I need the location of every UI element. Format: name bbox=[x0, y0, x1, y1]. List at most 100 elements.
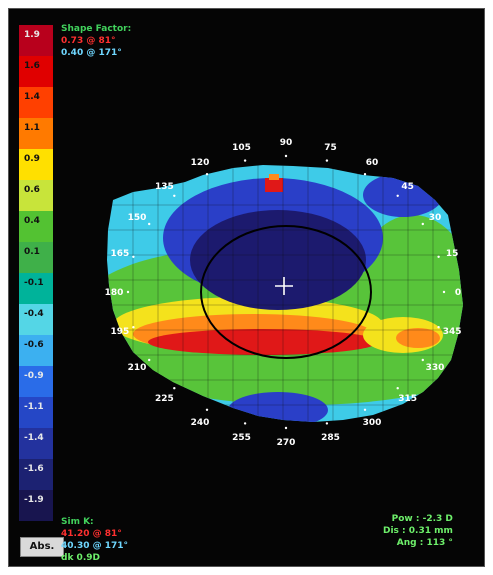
sim-k-line-3: dk 0.9D bbox=[61, 553, 100, 563]
sim-k-info: Sim K: 41.20 @ 81° 40.30 @ 171° dk 0.9D bbox=[61, 516, 128, 564]
scale-step: -1.4 bbox=[19, 428, 53, 459]
scale-step: 0.1 bbox=[19, 242, 53, 273]
angle-tick bbox=[396, 387, 399, 390]
angle-label: 180 bbox=[105, 288, 124, 298]
measurement-info: Pow : -2.3 D Dis : 0.31 mm Ang : 113 ° bbox=[383, 513, 453, 549]
angle-tick bbox=[243, 159, 247, 162]
scale-step: 0.9 bbox=[19, 149, 53, 180]
angle-label: 135 bbox=[155, 182, 174, 192]
scale-step-label: -0.6 bbox=[24, 340, 44, 350]
angle-tick bbox=[421, 222, 424, 226]
ang-readout: Ang : 113 ° bbox=[396, 538, 453, 548]
angle-tick bbox=[442, 290, 446, 294]
scale-step: -0.1 bbox=[19, 273, 53, 304]
angle-tick bbox=[284, 426, 288, 430]
angle-label: 0 bbox=[455, 288, 461, 298]
dis-readout: Dis : 0.31 mm bbox=[383, 526, 453, 536]
scale-step: 1.6 bbox=[19, 56, 53, 87]
scale-step: 0.6 bbox=[19, 180, 53, 211]
scale-step-label: 1.4 bbox=[24, 92, 40, 102]
angle-label: 300 bbox=[363, 418, 382, 428]
topography-color-fill bbox=[107, 165, 463, 422]
angle-tick bbox=[363, 173, 367, 176]
angle-label: 150 bbox=[128, 213, 147, 223]
sim-k-title: Sim K: bbox=[61, 517, 94, 527]
angle-tick bbox=[205, 408, 209, 411]
angle-tick bbox=[396, 194, 399, 197]
scale-step: -0.9 bbox=[19, 366, 53, 397]
scale-step: 0.4 bbox=[19, 211, 53, 242]
angle-label: 105 bbox=[232, 143, 251, 153]
abs-scale-button[interactable]: Abs. bbox=[20, 537, 64, 557]
map-orange-top-spot bbox=[269, 174, 279, 180]
shape-factor-title: Shape Factor: bbox=[61, 24, 132, 34]
map-blue-bottom bbox=[228, 392, 328, 422]
angle-label: 225 bbox=[155, 394, 174, 404]
pupil-circle bbox=[200, 225, 372, 359]
angle-tick bbox=[132, 326, 135, 329]
angle-tick bbox=[325, 422, 329, 425]
angle-label: 90 bbox=[280, 138, 293, 148]
shape-factor-info: Shape Factor: 0.73 @ 81° 0.40 @ 171° bbox=[61, 23, 131, 59]
scale-step-label: 0.1 bbox=[24, 247, 40, 257]
angle-tick bbox=[363, 408, 367, 411]
angle-tick bbox=[437, 255, 440, 258]
angle-tick bbox=[437, 326, 440, 329]
angle-tick bbox=[126, 290, 130, 294]
angle-label: 345 bbox=[443, 327, 462, 337]
angle-label: 315 bbox=[398, 394, 417, 404]
pow-readout: Pow : -2.3 D bbox=[391, 514, 453, 524]
topography-panel: 1.9 1.6 1.4 1.1 0.9 0.6 0.4 0.1 -0.1 -0.4 -0.6 -0.9… bbox=[8, 8, 485, 567]
map-deep-blue-zone bbox=[190, 210, 366, 310]
angle-label: 45 bbox=[401, 182, 414, 192]
angle-tick bbox=[148, 358, 151, 362]
scale-step-label: -0.9 bbox=[24, 371, 44, 381]
angle-label: 75 bbox=[324, 143, 337, 153]
scale-step-label: -1.9 bbox=[24, 495, 44, 505]
center-cross-icon bbox=[275, 277, 293, 295]
angle-tick bbox=[205, 173, 209, 176]
angle-tick bbox=[148, 222, 151, 226]
angle-label: 30 bbox=[429, 213, 442, 223]
scale-step-label: 0.9 bbox=[24, 154, 40, 164]
scale-step-label: 0.4 bbox=[24, 216, 40, 226]
angle-tick bbox=[284, 154, 288, 158]
angle-tick bbox=[243, 422, 247, 425]
angle-label: 15 bbox=[446, 249, 459, 259]
angle-tick bbox=[173, 387, 176, 390]
sim-k-line-1: 41.20 @ 81° bbox=[61, 529, 122, 539]
scale-step-label: 0.6 bbox=[24, 185, 40, 195]
scale-step: 1.1 bbox=[19, 118, 53, 149]
angle-label: 195 bbox=[111, 327, 130, 337]
scale-step: -0.4 bbox=[19, 304, 53, 335]
scale-step-label: -0.1 bbox=[24, 278, 44, 288]
angle-label: 165 bbox=[111, 249, 130, 259]
angle-label: 330 bbox=[426, 363, 445, 373]
scale-step-label: -1.1 bbox=[24, 402, 44, 412]
angle-tick bbox=[325, 159, 329, 162]
scale-step-label: 1.6 bbox=[24, 61, 40, 71]
angle-tick bbox=[173, 194, 176, 197]
sim-k-line-2: 40.30 @ 171° bbox=[61, 541, 129, 551]
scale-step: 1.9 bbox=[19, 25, 53, 56]
scale-step-label: -0.4 bbox=[24, 309, 44, 319]
map-red-top-spot bbox=[265, 178, 283, 192]
angle-label: 120 bbox=[191, 158, 210, 168]
shape-factor-line-1: 0.73 @ 81° bbox=[61, 36, 116, 46]
angle-label: 270 bbox=[277, 438, 296, 448]
map-red-band bbox=[148, 329, 378, 355]
scale-step: -1.1 bbox=[19, 397, 53, 428]
shape-factor-line-2: 0.40 @ 171° bbox=[61, 48, 122, 58]
scale-step: -0.6 bbox=[19, 335, 53, 366]
scale-step-label: 1.9 bbox=[24, 30, 40, 40]
map-orange-right-patch bbox=[396, 328, 440, 348]
scale-step: 1.4 bbox=[19, 87, 53, 118]
scale-step-label: 1.1 bbox=[24, 123, 40, 133]
angle-label: 60 bbox=[366, 158, 379, 168]
angle-tick bbox=[132, 255, 135, 258]
scale-step: -1.6 bbox=[19, 459, 53, 490]
scale-step-label: -1.4 bbox=[24, 433, 44, 443]
angle-labels: 105 90 75 120 60 135 45 150 30 165 15 180 0 195 345 210… bbox=[105, 138, 462, 448]
corneal-topography-map[interactable]: 105 90 75 120 60 135 45 150 30 165 15 180 0 195 345 210… bbox=[73, 120, 473, 490]
angle-label: 210 bbox=[128, 363, 147, 373]
